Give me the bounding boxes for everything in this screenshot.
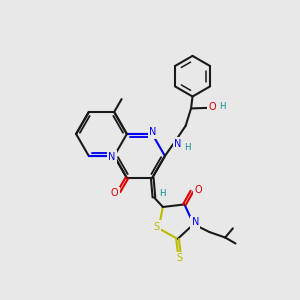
Text: S: S <box>176 253 182 263</box>
Text: O: O <box>111 188 119 198</box>
Text: H: H <box>159 189 166 198</box>
Text: N: N <box>149 128 157 137</box>
Text: N: N <box>174 139 181 149</box>
Text: N: N <box>192 218 199 227</box>
Text: H: H <box>219 102 226 111</box>
Text: N: N <box>108 152 116 162</box>
Text: H: H <box>184 143 191 152</box>
Text: O: O <box>208 102 216 112</box>
Text: S: S <box>154 221 160 232</box>
Text: O: O <box>195 185 202 195</box>
